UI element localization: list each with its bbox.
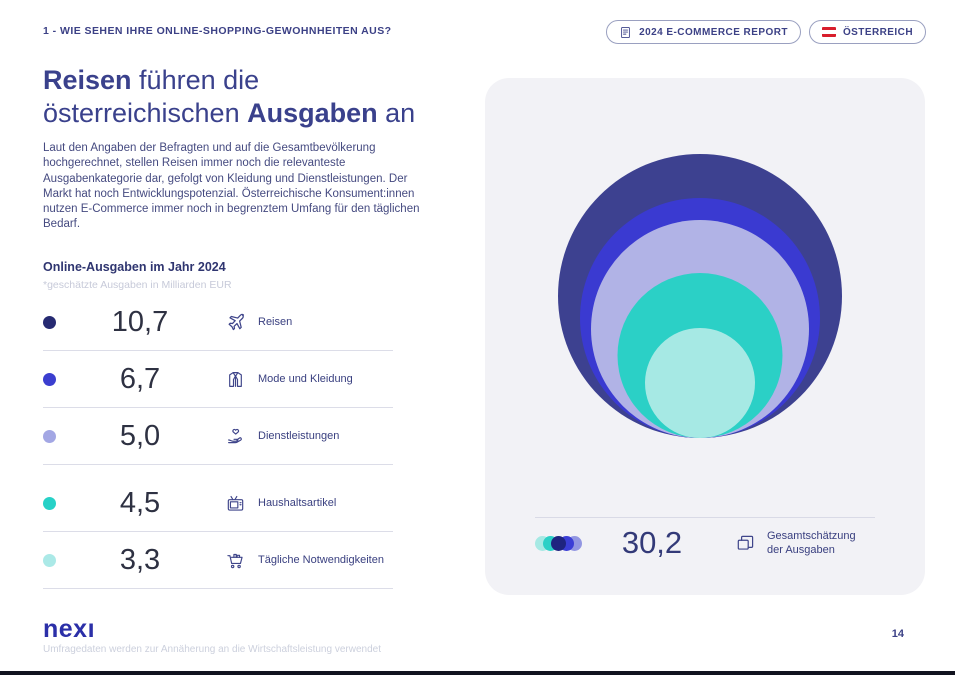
header-badges: 2024 E-COMMERCE REPORT ÖSTERREICH	[606, 20, 926, 44]
list-item-mode: 6,7 Mode und Kleidung	[43, 351, 393, 408]
page-title: Reisen führen die österreichischen Ausga…	[43, 65, 416, 128]
report-badge[interactable]: 2024 E-COMMERCE REPORT	[606, 20, 801, 44]
bubble-notwendigkeiten	[645, 328, 755, 438]
category-value: 6,7	[119, 362, 161, 395]
total-value: 30,2	[621, 525, 683, 560]
category-label: Dienstleistungen	[258, 430, 340, 442]
bottom-edge-bar	[0, 671, 955, 675]
page-question-header: 1 - WIE SEHEN IHRE ONLINE-SHOPPING-GEWOH…	[43, 25, 392, 37]
austria-flag-icon	[821, 27, 836, 37]
legend-dot	[551, 536, 566, 551]
category-value: 10,7	[111, 305, 169, 338]
nexi-logo: nexı	[43, 615, 96, 643]
category-dot	[43, 496, 56, 510]
total-row: 30,2 Gesamtschätzung der Ausgaben	[535, 523, 875, 593]
jacket-icon	[224, 368, 246, 390]
list-item-dienstleistungen: 5,0 Dienstleistungen	[43, 408, 393, 465]
list-item-haushaltsartikel: 4,5 Haushaltsartikel	[43, 475, 393, 532]
airplane-icon	[224, 311, 246, 333]
section-label: Online-Ausgaben im Jahr 2024	[43, 260, 226, 274]
category-value: 5,0	[119, 419, 161, 452]
legend-dots	[535, 536, 582, 551]
list-item-reisen: 10,7 Reisen	[43, 294, 393, 351]
category-label: Reisen	[258, 316, 293, 328]
category-value: 3,3	[119, 543, 161, 576]
report-badge-label: 2024 E-COMMERCE REPORT	[639, 26, 788, 38]
list-item-notwendigkeiten: 3,3 Tägliche Notwendigkeiten	[43, 532, 393, 589]
bubble-chart-card: 30,2 Gesamtschätzung der Ausgaben	[485, 78, 925, 595]
total-label: Gesamtschätzung der Ausgaben	[767, 530, 856, 556]
category-dot	[43, 429, 56, 443]
shopping-cart-icon	[224, 549, 246, 571]
tv-icon	[224, 492, 246, 514]
category-dot	[43, 372, 56, 386]
country-badge-label: ÖSTERREICH	[842, 26, 913, 38]
hand-heart-icon	[224, 425, 246, 447]
category-label: Tägliche Notwendigkeiten	[258, 554, 384, 566]
category-value: 4,5	[119, 486, 161, 519]
package-icon	[735, 532, 757, 554]
section-note: *geschätzte Ausgaben in Milliarden EUR	[43, 279, 232, 291]
country-badge[interactable]: ÖSTERREICH	[808, 20, 926, 44]
document-icon	[619, 26, 632, 39]
footer-note: Umfragedaten werden zur Annäherung an di…	[43, 644, 381, 655]
category-dot	[43, 553, 56, 567]
category-label: Haushaltsartikel	[258, 497, 337, 509]
category-label: Mode und Kleidung	[258, 373, 353, 385]
category-list: 10,7 Reisen 6,7 Mode und Kleidung 5,0	[43, 294, 393, 589]
intro-paragraph: Laut den Angaben der Befragten und auf d…	[43, 142, 420, 231]
page-number: 14	[891, 628, 904, 640]
nested-bubble-chart	[485, 78, 925, 438]
category-dot	[43, 315, 56, 329]
card-divider	[535, 517, 875, 518]
